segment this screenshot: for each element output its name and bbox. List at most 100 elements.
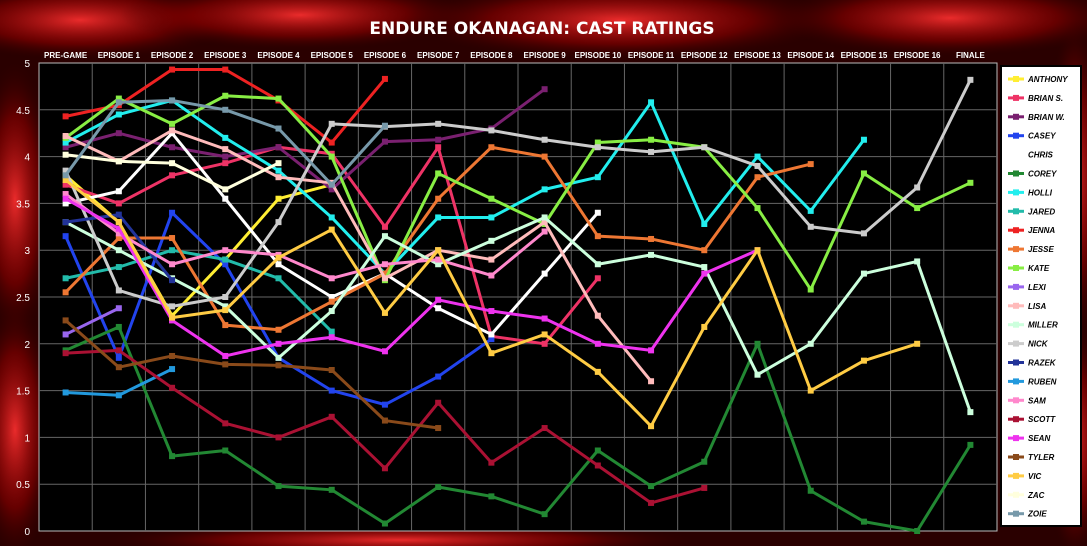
- data-point: [807, 387, 814, 394]
- data-point: [435, 305, 442, 312]
- legend-swatch-marker: [1013, 321, 1019, 328]
- data-point: [701, 323, 708, 330]
- legend-swatch-marker: [1013, 397, 1019, 404]
- data-point: [488, 308, 495, 315]
- data-point: [275, 340, 282, 347]
- legend-label: RAZEK: [1028, 359, 1057, 368]
- data-point: [435, 484, 442, 491]
- data-point: [754, 162, 761, 169]
- series-line: [64, 319, 439, 430]
- data-point: [328, 334, 335, 341]
- series-lines: [62, 66, 974, 534]
- data-point: [328, 367, 335, 374]
- legend-swatch-marker: [1013, 510, 1019, 517]
- data-point: [275, 254, 282, 261]
- data-point: [381, 75, 388, 82]
- series-zac: [62, 151, 282, 193]
- data-point: [807, 487, 814, 494]
- data-point: [169, 303, 176, 310]
- legend-label: SEAN: [1028, 434, 1050, 443]
- data-point: [169, 66, 176, 73]
- data-point: [594, 209, 601, 216]
- data-point: [115, 305, 122, 312]
- data-point: [169, 144, 176, 151]
- data-point: [328, 214, 335, 221]
- data-point: [169, 314, 176, 321]
- episode-label: EPISODE 10: [574, 51, 621, 60]
- data-point: [594, 312, 601, 319]
- legend-label: SCOTT: [1028, 415, 1056, 424]
- data-point: [275, 434, 282, 441]
- data-point: [860, 136, 867, 143]
- legend-label: ZOIE: [1027, 510, 1047, 519]
- data-point: [381, 270, 388, 277]
- data-point: [275, 354, 282, 361]
- data-point: [328, 486, 335, 493]
- data-point: [435, 247, 442, 254]
- data-point: [222, 134, 229, 141]
- data-point: [115, 247, 122, 254]
- data-point: [967, 76, 974, 83]
- episode-label: EPISODE 15: [841, 51, 888, 60]
- data-point: [275, 326, 282, 333]
- data-point: [860, 270, 867, 277]
- series-jesse: [62, 144, 814, 333]
- y-tick-label: 4: [24, 153, 30, 164]
- legend-swatch-marker: [1013, 113, 1019, 120]
- data-point: [62, 219, 69, 226]
- data-point: [807, 207, 814, 214]
- data-point: [275, 95, 282, 102]
- legend-swatch-marker: [1013, 227, 1019, 234]
- data-point: [435, 373, 442, 380]
- data-point: [594, 340, 601, 347]
- data-point: [115, 287, 122, 294]
- data-point: [169, 352, 176, 359]
- data-point: [488, 256, 495, 263]
- data-point: [541, 425, 548, 432]
- data-point: [222, 420, 229, 427]
- data-point: [328, 226, 335, 233]
- data-point: [807, 286, 814, 293]
- data-point: [328, 181, 335, 188]
- data-point: [541, 186, 548, 193]
- data-point: [222, 256, 229, 263]
- data-point: [169, 247, 176, 254]
- episode-label: EPISODE 8: [470, 51, 513, 60]
- legend-label: CASEY: [1028, 132, 1056, 141]
- series-line: [65, 88, 546, 191]
- y-tick-label: 0: [24, 527, 30, 538]
- data-point: [222, 361, 229, 368]
- legend-swatch-marker: [1013, 151, 1019, 158]
- data-point: [115, 111, 122, 118]
- data-point: [275, 261, 282, 268]
- data-point: [275, 483, 282, 490]
- legend-label: JARED: [1028, 207, 1055, 216]
- data-point: [275, 275, 282, 282]
- data-point: [62, 151, 69, 158]
- data-point: [381, 520, 388, 527]
- data-point: [328, 139, 335, 146]
- legend-swatch-marker: [1013, 302, 1019, 309]
- data-point: [275, 160, 282, 167]
- data-point: [328, 294, 335, 300]
- y-tick-label: 5: [24, 59, 30, 70]
- y-tick-label: 1: [24, 433, 30, 444]
- series-sam: [62, 191, 548, 282]
- data-point: [701, 270, 708, 277]
- data-point: [860, 170, 867, 177]
- data-point: [381, 233, 388, 240]
- data-point: [488, 459, 495, 466]
- data-point: [328, 298, 335, 305]
- data-point: [701, 144, 708, 151]
- series-zoie: [62, 97, 388, 188]
- data-point: [754, 340, 761, 347]
- data-point: [701, 458, 708, 465]
- data-point: [222, 186, 229, 193]
- data-point: [648, 148, 655, 155]
- data-point: [115, 264, 122, 271]
- legend: ANTHONY BRIAN S. BRIAN W. CASEY CHRIS COREY HO…: [1008, 75, 1068, 519]
- data-point: [488, 195, 495, 202]
- data-point: [381, 417, 388, 424]
- data-point: [115, 230, 122, 237]
- episode-label: EPISODE 2: [151, 51, 194, 60]
